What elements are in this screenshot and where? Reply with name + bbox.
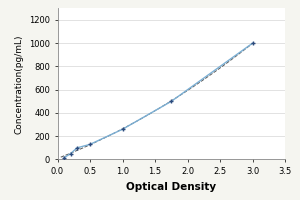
Y-axis label: Concentration(pg/mL): Concentration(pg/mL) <box>14 34 23 134</box>
Point <box>68 152 73 155</box>
Point <box>75 146 80 149</box>
Point <box>169 100 174 103</box>
X-axis label: Optical Density: Optical Density <box>126 182 216 192</box>
Point <box>88 143 92 146</box>
Point <box>61 156 66 159</box>
Point <box>250 42 255 45</box>
Point <box>120 128 125 131</box>
